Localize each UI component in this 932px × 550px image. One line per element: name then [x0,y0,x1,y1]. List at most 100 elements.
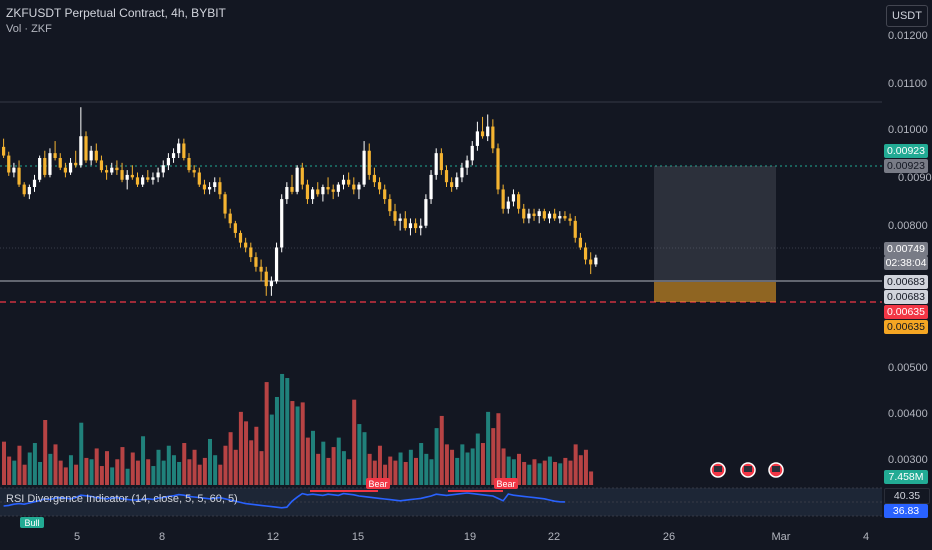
candle-body [12,167,16,173]
volume-bar [48,453,53,485]
candle-body [280,199,284,248]
volume-bar [589,471,594,485]
candle-body [233,223,237,233]
candle-body [202,184,207,190]
volume-bar [115,459,120,485]
candle-body [161,165,165,173]
volume-bar [187,459,192,485]
candle-body [517,194,521,209]
volume-bar [341,451,346,485]
candle-body [563,216,567,219]
divergence-marker-label: Bull [24,518,39,528]
volume-bar [522,461,527,485]
candle-body [336,184,340,192]
volume-bar [486,411,491,485]
candle-body [17,167,21,185]
volume-bar [223,445,228,485]
volume-bar [32,443,37,485]
volume-bar [537,463,542,485]
candle-body [439,153,443,171]
candle-body [532,213,536,217]
candle-body [208,187,212,190]
candle-body [197,172,201,185]
candle-body [316,189,320,195]
symbol-title[interactable]: ZKFUSDT Perpetual Contract, 4h, BYBIT [6,6,226,20]
rsi-level-value: 40.35 [884,488,930,504]
volume-bar [450,449,455,485]
volume-bar [233,449,238,485]
candle-body [527,213,531,219]
candle-body [357,184,361,190]
volume-bar [12,460,17,485]
candle-body [285,187,289,200]
candle-body [578,237,582,248]
volume-bar [553,461,558,485]
candle-body [146,177,150,180]
time-tick: 8 [158,531,166,543]
volume-bar [2,441,6,485]
volume-bar [259,451,264,485]
candle-body [434,153,438,175]
volume-bar [455,457,460,485]
volume-bar [244,421,249,485]
rsi-current-value: 36.83 [884,504,928,518]
candle-body [32,179,37,188]
volume-bar [89,459,94,485]
candle-body [393,211,397,221]
divergence-marker [20,517,44,528]
divergence-marker [366,478,390,489]
rsi-indicator-label[interactable]: RSI Divergence Indicator (14, close, 5, … [6,493,238,505]
volume-bar [63,467,68,485]
candle-body [115,167,119,171]
candle-body [141,177,145,185]
volume-bar [208,438,212,485]
candle-body [38,157,42,180]
volume-bar [7,456,12,485]
volume-bar [398,452,403,485]
candle-body [491,126,495,149]
time-tick: 26 [662,531,676,543]
volume-bar [517,453,521,485]
volume-bar [331,447,336,485]
candle-body [213,182,217,188]
candle-body [558,216,562,219]
candle-body [501,189,505,209]
candle-body [419,225,423,229]
candle-body [377,182,382,190]
volume-bar [388,456,393,485]
volume-bar [213,455,218,485]
candle-body [63,167,67,173]
volume-bar [74,464,79,485]
candle-body [244,242,248,248]
volume-bar [470,448,475,485]
volume-bar [300,402,305,485]
candle-body [305,184,310,200]
horizontal-line-price-badge: 0.00683 [884,290,928,304]
candle-body [259,266,263,272]
volume-bar [161,460,166,485]
candle-body [465,160,469,168]
candle-body [321,187,325,195]
volume-bar [336,437,341,485]
candle-body [450,182,454,188]
candle-body [254,257,258,267]
candle-body [486,126,490,137]
candle-body [192,170,196,173]
stop-loss-price-badge: 0.00635 [884,305,928,319]
volume-bar [274,396,279,485]
candle-body [120,170,124,180]
currency-button[interactable]: USDT [886,5,928,27]
candle-body [522,208,526,219]
candle-body [74,162,78,166]
volume-bar [38,461,43,485]
candle-body [125,174,129,180]
candle-body [171,153,176,158]
candle-body [460,167,464,178]
candle-body [444,170,449,183]
candle-body [84,136,88,161]
candle-body [166,157,170,166]
volume-bar [84,457,89,485]
volume-study-label[interactable]: Vol · ZKF [6,23,52,35]
flag-icon [772,466,780,472]
